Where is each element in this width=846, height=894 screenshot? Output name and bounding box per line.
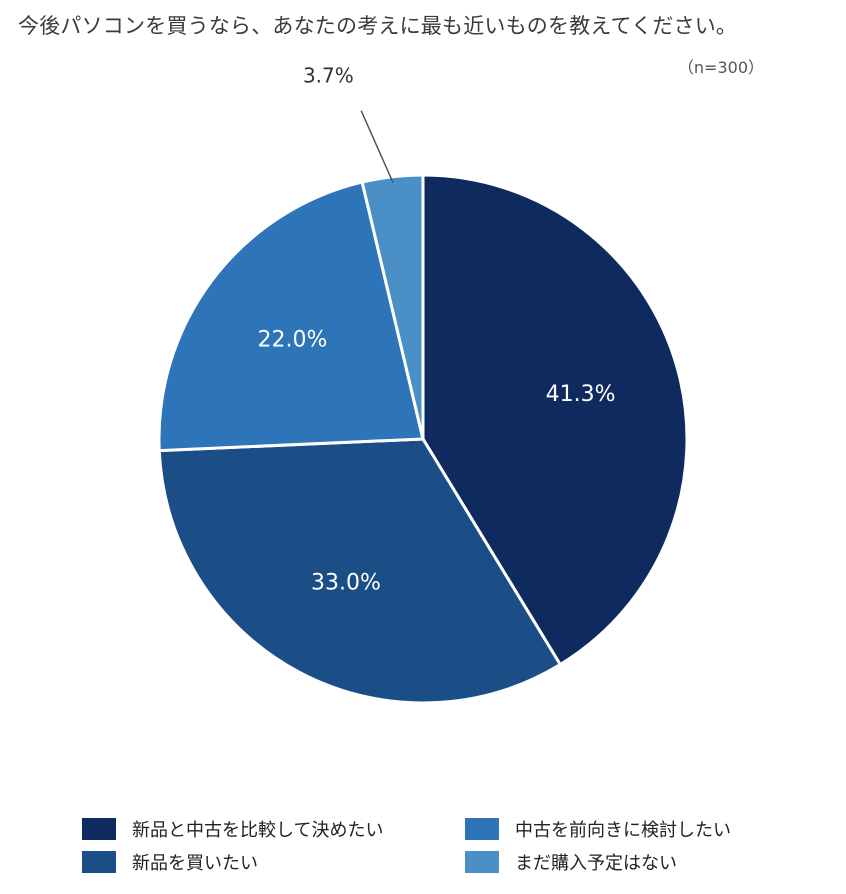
legend-label: 新品を買いたい <box>132 853 258 874</box>
slice-label-new-vs-used: 41.3% <box>546 382 616 407</box>
slice-label-new-only: 33.0% <box>311 570 381 595</box>
chart-title: 今後パソコンを買うなら、あなたの考えに最も近いものを教えてください。 <box>18 14 738 38</box>
legend-item-new-vs-used: 新品と中古を比較して決めたい <box>82 816 383 842</box>
pie-slice-no-plan <box>360 173 425 441</box>
legend-swatch <box>465 818 499 840</box>
pie-slice-new-only <box>157 437 562 705</box>
legend-swatch <box>82 851 116 873</box>
legend-item-no-plan: まだ購入予定はない <box>465 849 677 875</box>
leader-line <box>360 110 394 184</box>
legend-item-new-only: 新品を買いたい <box>82 849 258 875</box>
pie-slice-used-positive <box>157 180 425 453</box>
legend-label: 中古を前向きに検討したい <box>515 820 731 841</box>
legend-item-used-positive: 中古を前向きに検討したい <box>465 816 731 842</box>
slice-label-used-positive: 22.0% <box>257 327 327 352</box>
legend-swatch <box>82 818 116 840</box>
slice-label-no-plan: 3.7% <box>303 64 354 88</box>
legend-label: まだ購入予定はない <box>515 853 677 874</box>
sample-size-label: （n=300） <box>677 58 764 77</box>
legend-swatch <box>465 851 499 873</box>
pie-slice-new-vs-used <box>421 173 689 667</box>
legend-label: 新品と中古を比較して決めたい <box>132 820 384 841</box>
